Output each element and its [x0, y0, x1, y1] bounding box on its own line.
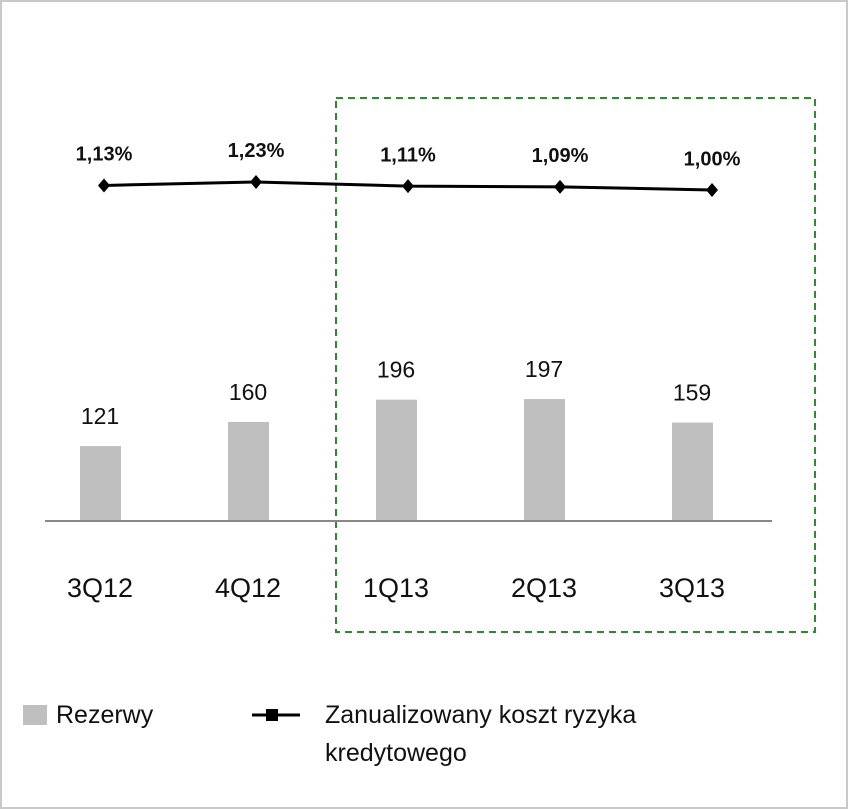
bar: [672, 422, 713, 521]
x-tick-label: 2Q13: [511, 573, 577, 603]
line-value-label: 1,23%: [228, 140, 285, 162]
line-value-label: 1,13%: [76, 144, 133, 166]
bar-value-label: 121: [81, 403, 119, 429]
line-marker: [250, 174, 262, 189]
bar-value-label: 159: [673, 380, 711, 406]
x-tick-label: 1Q13: [363, 573, 429, 603]
legend-marker: [266, 709, 278, 721]
bar-value-label: 196: [377, 357, 415, 383]
line-marker: [706, 183, 718, 197]
line-value-label: 1,09%: [532, 145, 589, 167]
x-tick-label: 3Q12: [67, 573, 133, 603]
bar: [228, 421, 269, 521]
line-marker: [98, 178, 110, 193]
x-tick-label: 4Q12: [215, 573, 281, 603]
legend-label: Zanualizowany koszt ryzyka kredytowego: [325, 701, 637, 767]
bar-value-label: 197: [525, 356, 563, 382]
line-value-label: 1,11%: [380, 144, 436, 166]
line-value-label: 1,00%: [684, 148, 741, 170]
legend-swatch: [23, 705, 47, 725]
bar: [524, 399, 565, 521]
line-marker: [402, 179, 414, 194]
line-marker: [554, 179, 566, 194]
bar: [80, 446, 121, 521]
bar-value-label: 160: [229, 379, 267, 405]
x-tick-label: 3Q13: [659, 573, 725, 603]
bar: [376, 399, 417, 521]
highlight-box: [335, 97, 816, 633]
legend-label: Rezerwy: [56, 701, 154, 729]
